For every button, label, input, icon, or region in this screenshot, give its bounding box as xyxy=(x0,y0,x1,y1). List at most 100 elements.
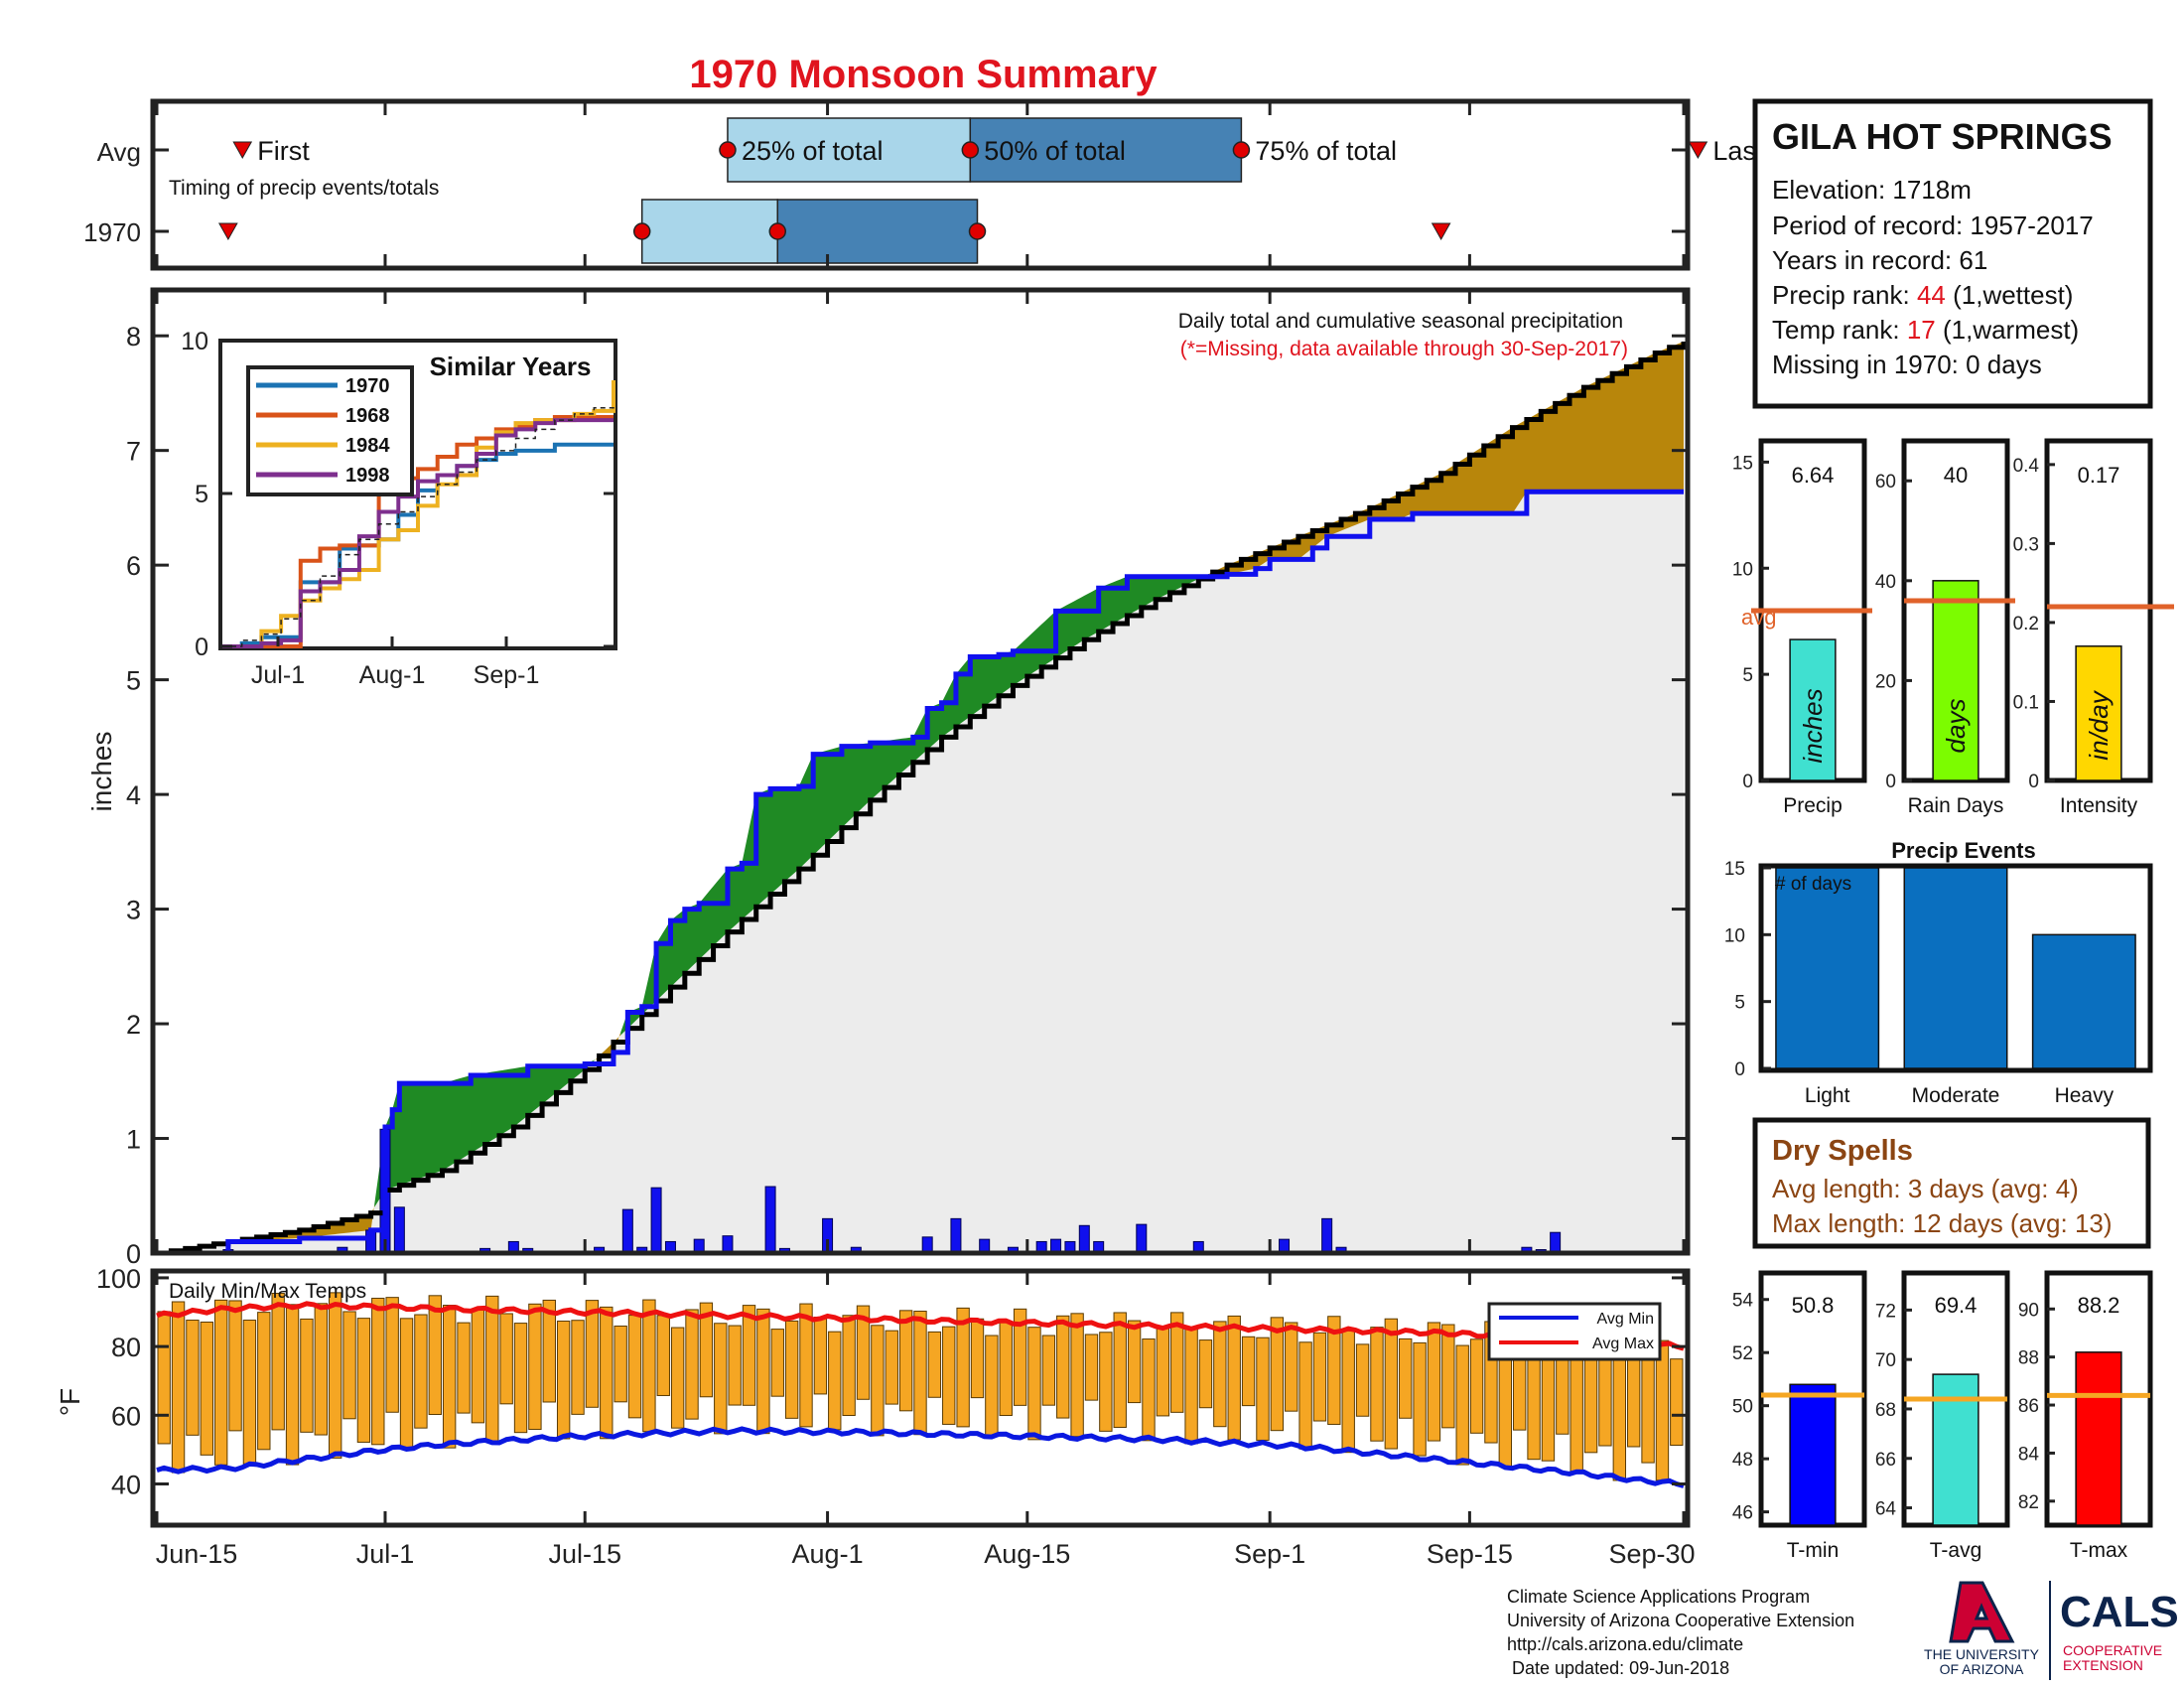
daily-temp-bar xyxy=(1570,1349,1583,1474)
event-category-label: Light xyxy=(1805,1084,1850,1107)
main-ytick-label: 1 xyxy=(126,1125,141,1155)
legend-avg-min: Avg Min xyxy=(1596,1311,1654,1328)
daily-temp-bar xyxy=(528,1303,542,1431)
temp-summary-category-label: T-min xyxy=(1787,1539,1840,1562)
daily-temp-bar xyxy=(614,1326,627,1403)
avg-q25-marker xyxy=(719,141,737,159)
daily-temp-bar xyxy=(328,1292,342,1459)
daily-temp-bar xyxy=(813,1316,828,1395)
summary-bar-2 xyxy=(2075,645,2122,781)
main-ytick-label: 4 xyxy=(126,780,141,810)
daily-temp-bar xyxy=(1441,1324,1455,1429)
temp-ylabel: °F xyxy=(55,1388,85,1416)
daily-temp-bar xyxy=(1355,1343,1370,1417)
main-ytick-label: 7 xyxy=(126,437,141,467)
daily-temp-bar xyxy=(1270,1317,1285,1432)
below-avg-area xyxy=(231,1203,375,1242)
xtick-label: Aug-1 xyxy=(792,1539,864,1569)
event-bar-moderate xyxy=(1903,867,2008,1069)
daily-temp-bar xyxy=(828,1331,842,1431)
q25-label: 25% of total xyxy=(742,136,884,166)
inset-ytick-label: 10 xyxy=(181,328,208,355)
inset-xtick-label: Sep-1 xyxy=(474,661,540,689)
daily-temp-bar xyxy=(927,1331,942,1398)
temp-summary-ytick-label: 68 xyxy=(1875,1400,1896,1421)
year-q25-marker xyxy=(632,222,651,240)
station-name: GILA HOT SPRINGS xyxy=(1772,116,2113,157)
main-ytick-label: 3 xyxy=(126,896,141,925)
main-note: (*=Missing, data available through 30-Se… xyxy=(1180,338,1628,360)
avg-q75-marker xyxy=(1232,141,1251,159)
daily-temp-bar xyxy=(271,1293,285,1431)
daily-temp-bar xyxy=(1127,1320,1142,1404)
xtick-label: Jun-15 xyxy=(156,1539,238,1569)
temp-ytick-label: 40 xyxy=(111,1470,141,1499)
q75-label: 75% of total xyxy=(1255,136,1397,166)
daily-temp-bar xyxy=(1227,1315,1241,1441)
daily-temp-bar xyxy=(1513,1349,1527,1431)
daily-precip-bar xyxy=(393,1206,405,1254)
avg-line-label: avg xyxy=(1741,605,1776,630)
event-ytick-label: 0 xyxy=(1734,1059,1745,1080)
avg-max-line xyxy=(156,1301,1685,1351)
daily-temp-bar xyxy=(1170,1312,1184,1413)
daily-temp-bar xyxy=(542,1299,556,1403)
daily-temp-bar xyxy=(842,1315,856,1417)
main-subtitle: Daily total and cumulative seasonal prec… xyxy=(1178,310,1623,333)
daily-temp-bar xyxy=(1156,1326,1170,1417)
year-last-marker xyxy=(1431,222,1451,241)
temp-summary-ytick-label: 48 xyxy=(1732,1450,1753,1471)
daily-temp-bar xyxy=(1670,1358,1684,1446)
coop-line2: EXTENSION xyxy=(2063,1657,2143,1673)
summary-category-label: Rain Days xyxy=(1908,794,2004,817)
xtick-label: Sep-30 xyxy=(1608,1539,1695,1569)
temp-summary-ytick-label: 52 xyxy=(1732,1343,1753,1364)
precip-events-chart: Precip Events Light Moderate Heavy 0 5 10 15 #… xyxy=(1724,838,2153,1107)
daily-temp-bar xyxy=(728,1325,742,1406)
daily-precip-bar xyxy=(1321,1217,1333,1254)
year-q50-box xyxy=(776,199,979,264)
daily-temp-bar xyxy=(513,1323,528,1434)
daily-temp-bar xyxy=(342,1311,356,1420)
summary-ytick-label: 40 xyxy=(1875,572,1896,593)
station-temp-rank: Temp rank: 17 (1,warmest) xyxy=(1772,315,2079,345)
daily-temp-bar xyxy=(1312,1332,1327,1422)
daily-temp-bar xyxy=(1142,1338,1156,1442)
daily-temp-bar xyxy=(571,1320,585,1415)
timing-row-label-year: 1970 xyxy=(83,217,141,247)
daily-temp-bar xyxy=(985,1335,999,1436)
daily-temp-bar xyxy=(1370,1327,1384,1442)
daily-temp-bar xyxy=(171,1301,186,1474)
avg-last-marker xyxy=(1688,141,1708,160)
daily-temp-bar xyxy=(485,1295,499,1443)
daily-temp-bar xyxy=(1113,1312,1127,1428)
legend-label-1970: 1970 xyxy=(345,375,390,397)
legend-label-1968: 1968 xyxy=(345,405,390,427)
event-bar-heavy xyxy=(2031,933,2136,1069)
event-ytick-label: 5 xyxy=(1734,993,1745,1014)
daily-temp-bar xyxy=(1427,1322,1441,1442)
daily-temp-bar xyxy=(1469,1338,1484,1434)
temp-summary-ytick-label: 90 xyxy=(2018,1300,2039,1321)
summary-ytick-label: 15 xyxy=(1732,453,1753,474)
event-ytick-label: 15 xyxy=(1724,859,1745,880)
daily-temp-bar xyxy=(1399,1337,1413,1419)
temp-summary-ytick-label: 88 xyxy=(2018,1348,2039,1369)
daily-temp-bar xyxy=(1327,1316,1341,1425)
daily-temp-bar xyxy=(656,1315,670,1396)
chart-title: 1970 Monsoon Summary xyxy=(689,53,1158,96)
event-ytick-label: 10 xyxy=(1724,925,1745,946)
above-avg-area xyxy=(374,1058,596,1207)
daily-temp-bar xyxy=(1285,1322,1298,1412)
year-q50-marker xyxy=(768,222,787,240)
event-category-label: Heavy xyxy=(2055,1084,2115,1107)
year-first-marker xyxy=(218,222,238,241)
avg-first-marker xyxy=(232,141,253,160)
daily-precip-bar xyxy=(722,1235,734,1254)
daily-temp-bar xyxy=(300,1318,314,1433)
summary-unit-label: days xyxy=(1941,699,1971,754)
season-summary-bars: inches 6.64 Precip 0 5 10 15 days 40 Rain Days 0 20… xyxy=(1732,438,2174,817)
daily-temp-bar xyxy=(1413,1341,1427,1457)
daily-precip-bar xyxy=(1550,1231,1562,1254)
